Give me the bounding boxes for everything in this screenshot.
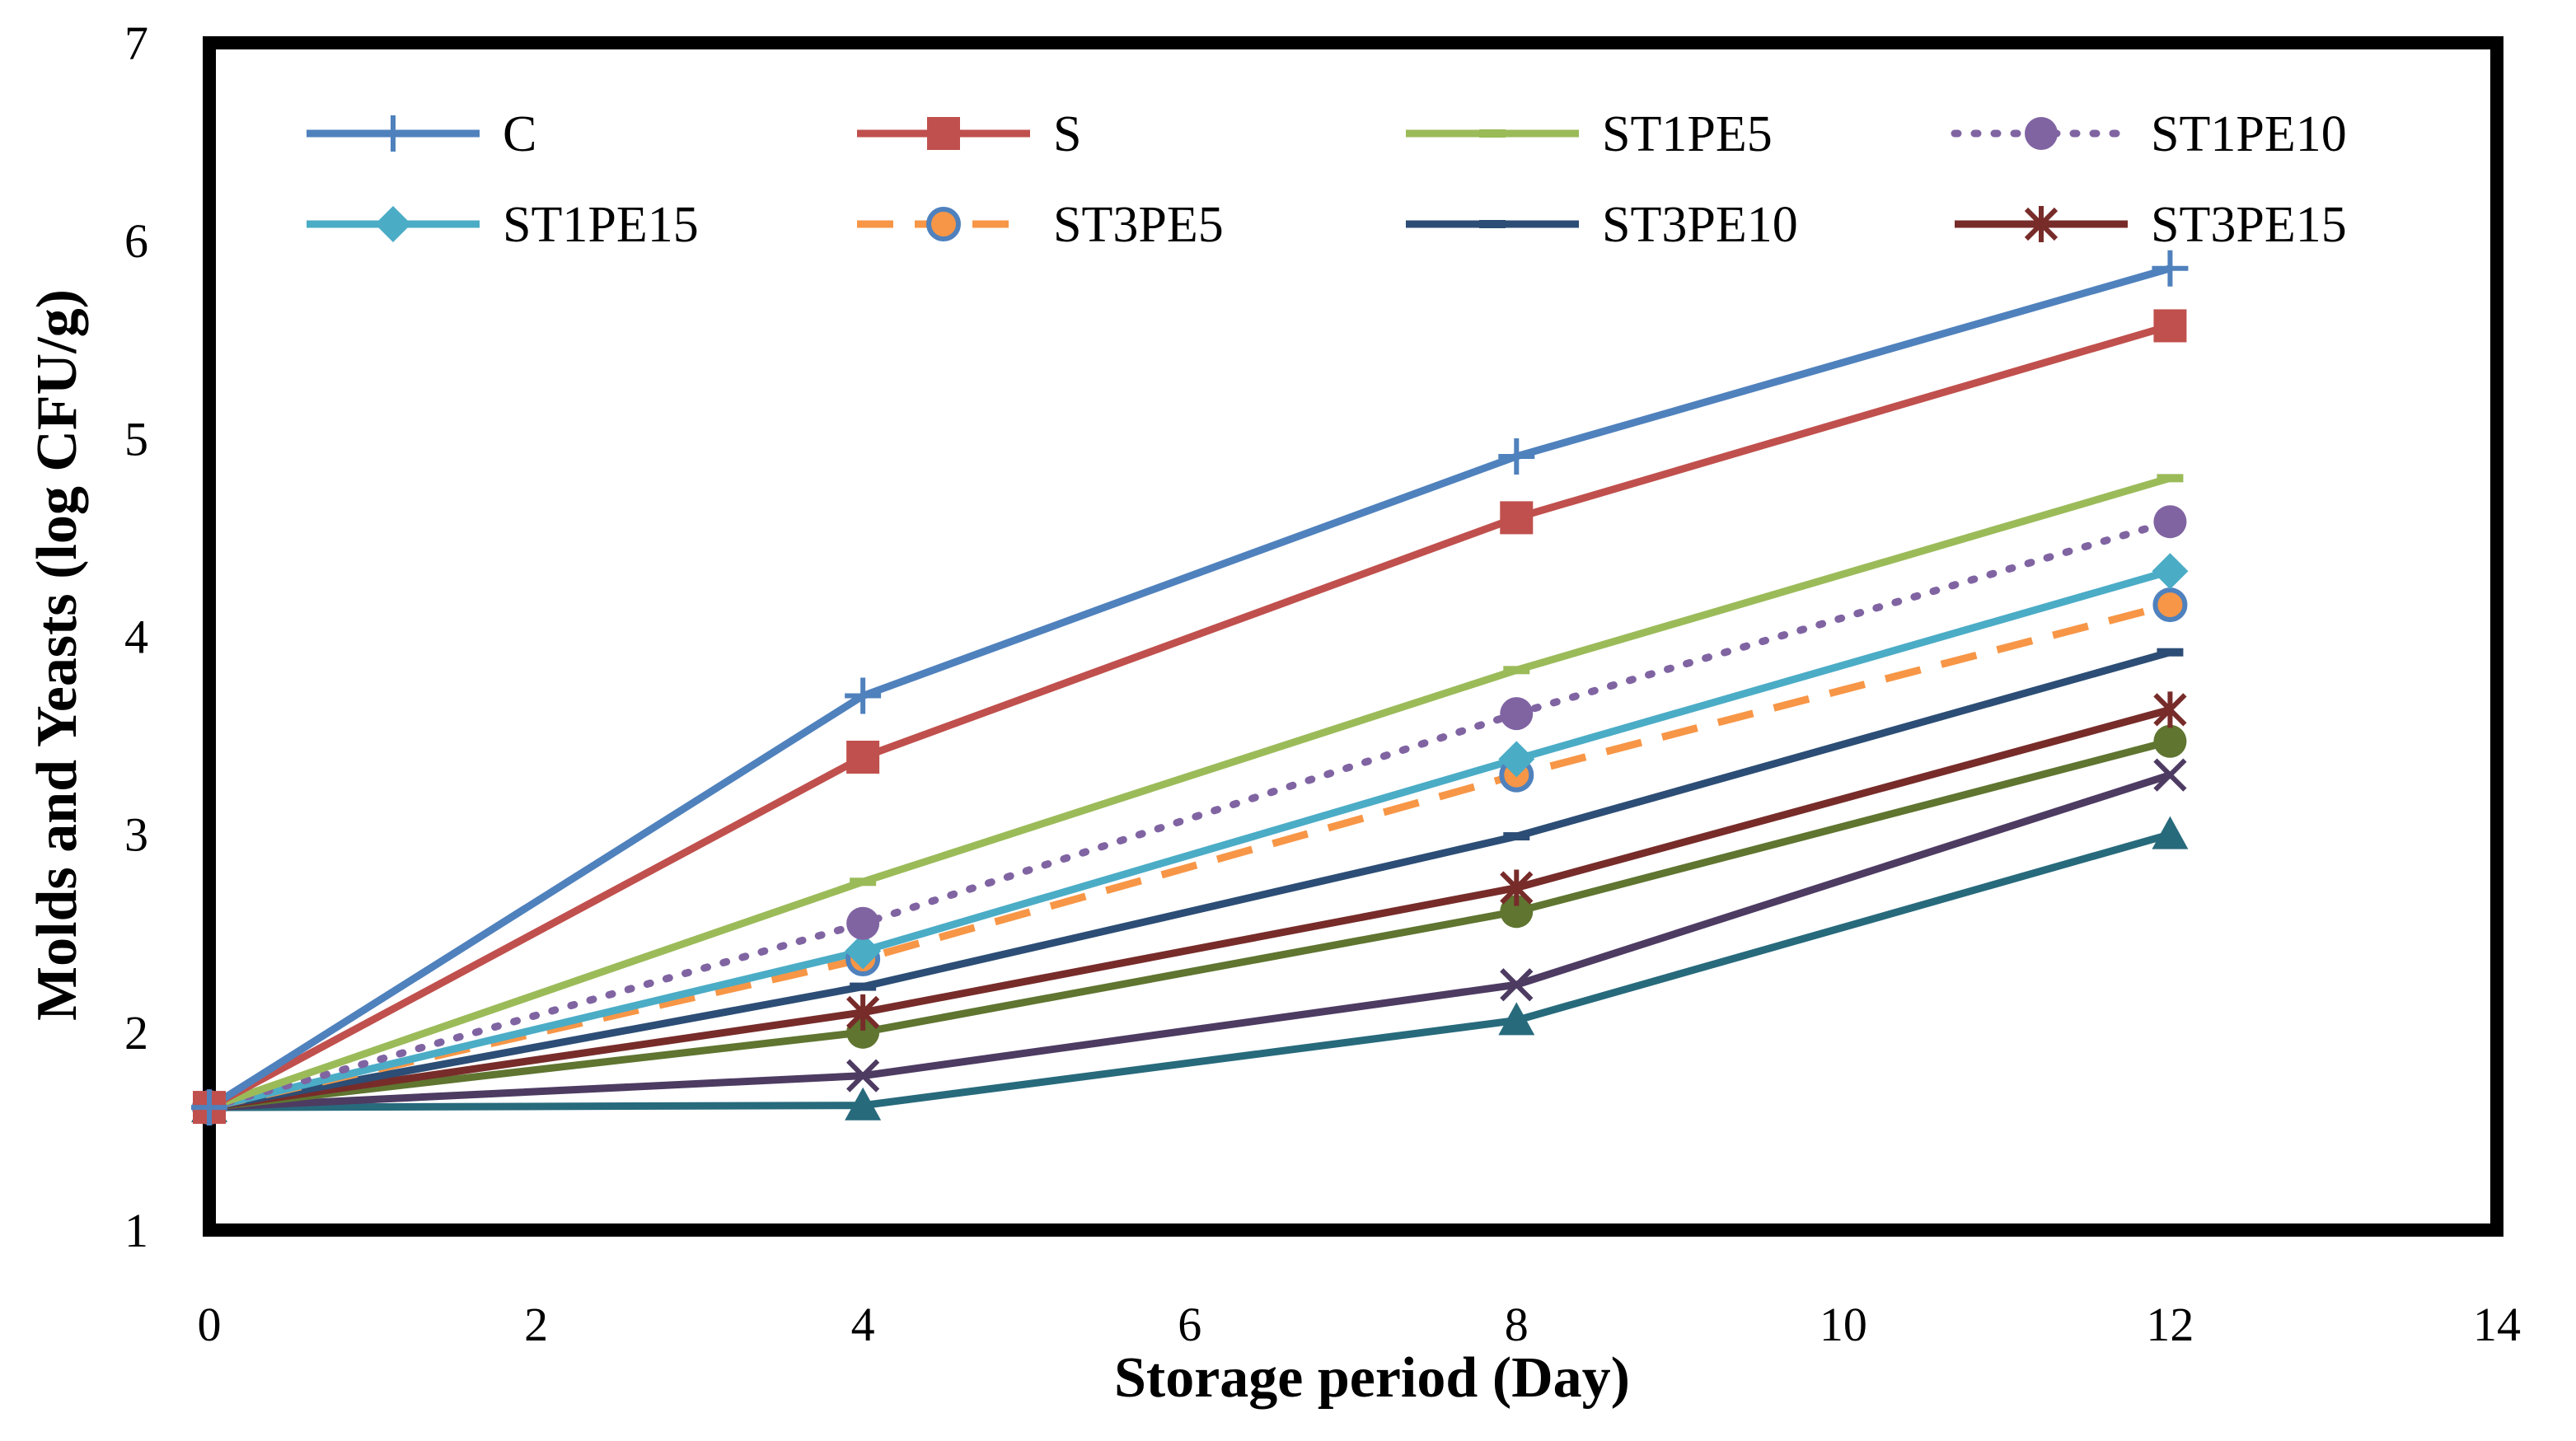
data-point bbox=[1500, 501, 1534, 535]
legend-label: ST1PE5 bbox=[1602, 106, 1773, 162]
series-lines bbox=[205, 264, 2174, 1111]
plot-area-frame bbox=[203, 36, 2503, 1237]
series-line bbox=[208, 601, 2171, 1111]
legend-label: ST1PE10 bbox=[2151, 106, 2347, 162]
data-point bbox=[2152, 587, 2188, 623]
series-line bbox=[208, 706, 2171, 1111]
data-point bbox=[845, 1087, 882, 1121]
x-tick-label: 6 bbox=[1178, 1298, 1201, 1351]
legend: C S ST1PE5 ST1PE10 ST1PE15 ST3PE5 ST3PE10 ST3PE… bbox=[307, 106, 2347, 253]
data-point bbox=[845, 933, 882, 970]
data-point bbox=[191, 1089, 227, 1126]
x-tick-label: 0 bbox=[198, 1298, 222, 1351]
x-tick-labels: 0 2 4 6 8 10 12 14 bbox=[198, 1298, 2522, 1351]
series-line bbox=[207, 264, 2171, 1111]
legend-label: ST3PE5 bbox=[1053, 197, 1224, 253]
data-point bbox=[1500, 968, 1534, 1002]
series-line bbox=[208, 475, 2171, 1111]
data-point bbox=[1479, 220, 1506, 228]
data-point bbox=[2153, 691, 2187, 728]
series-line bbox=[207, 322, 2171, 1111]
data-point bbox=[1500, 869, 1534, 906]
legend-label: S bbox=[1053, 106, 1081, 162]
y-axis-title: Molds and Yeasts (log CFU/g) bbox=[26, 289, 89, 1021]
x-tick-label: 4 bbox=[851, 1298, 875, 1351]
data-point bbox=[845, 677, 882, 714]
x-tick-label: 10 bbox=[1820, 1298, 1867, 1351]
y-tick-label: 1 bbox=[124, 1204, 148, 1257]
y-tick-label: 3 bbox=[124, 808, 148, 862]
data-point bbox=[2157, 648, 2184, 657]
data-point bbox=[1498, 741, 1535, 778]
y-tick-labels: 1 2 3 4 5 6 7 bbox=[124, 16, 148, 1257]
data-point bbox=[1503, 832, 1530, 841]
data-point bbox=[2153, 309, 2187, 343]
data-point bbox=[2157, 474, 2184, 483]
x-tick-label: 8 bbox=[1505, 1298, 1529, 1351]
legend-label: ST1PE15 bbox=[503, 197, 699, 253]
series-line bbox=[208, 830, 2171, 1111]
data-point bbox=[846, 994, 880, 1031]
data-point bbox=[2153, 758, 2187, 792]
legend-label: ST3PE10 bbox=[1602, 197, 1798, 253]
y-tick-label: 4 bbox=[124, 611, 148, 664]
series-line bbox=[208, 771, 2171, 1111]
series-markers bbox=[191, 250, 2189, 1126]
data-point bbox=[1479, 129, 1506, 138]
x-tick-label: 14 bbox=[2473, 1298, 2521, 1351]
x-tick-label: 2 bbox=[524, 1298, 548, 1351]
y-tick-label: 6 bbox=[124, 214, 148, 268]
data-point bbox=[1498, 1002, 1535, 1036]
data-point bbox=[2152, 816, 2189, 849]
x-axis-title: Storage period (Day) bbox=[1114, 1346, 1630, 1410]
data-point bbox=[1500, 895, 1534, 929]
legend-label: ST3PE15 bbox=[2151, 197, 2347, 253]
data-point bbox=[2153, 505, 2187, 539]
data-point bbox=[926, 207, 961, 241]
series-line bbox=[208, 648, 2171, 1111]
data-point bbox=[2024, 206, 2058, 242]
legend-label: C bbox=[503, 106, 536, 162]
data-point bbox=[850, 982, 877, 991]
data-point bbox=[375, 115, 411, 152]
series-line bbox=[205, 517, 2174, 1111]
data-point bbox=[2152, 553, 2189, 590]
data-point bbox=[1500, 697, 1534, 731]
series-line bbox=[208, 567, 2171, 1111]
data-point bbox=[2153, 724, 2187, 758]
data-point bbox=[846, 1059, 880, 1092]
data-point bbox=[2025, 117, 2058, 150]
data-point bbox=[375, 206, 411, 242]
data-point bbox=[850, 877, 877, 887]
y-tick-label: 2 bbox=[124, 1006, 148, 1060]
y-tick-label: 7 bbox=[124, 16, 148, 70]
data-point bbox=[1498, 437, 1535, 475]
data-point bbox=[846, 741, 880, 774]
data-point bbox=[2152, 250, 2189, 287]
x-tick-label: 12 bbox=[2146, 1298, 2194, 1351]
series-line bbox=[208, 737, 2171, 1111]
data-point bbox=[1503, 666, 1530, 675]
data-point bbox=[846, 906, 880, 940]
data-point bbox=[927, 117, 960, 150]
y-tick-label: 5 bbox=[124, 412, 148, 466]
